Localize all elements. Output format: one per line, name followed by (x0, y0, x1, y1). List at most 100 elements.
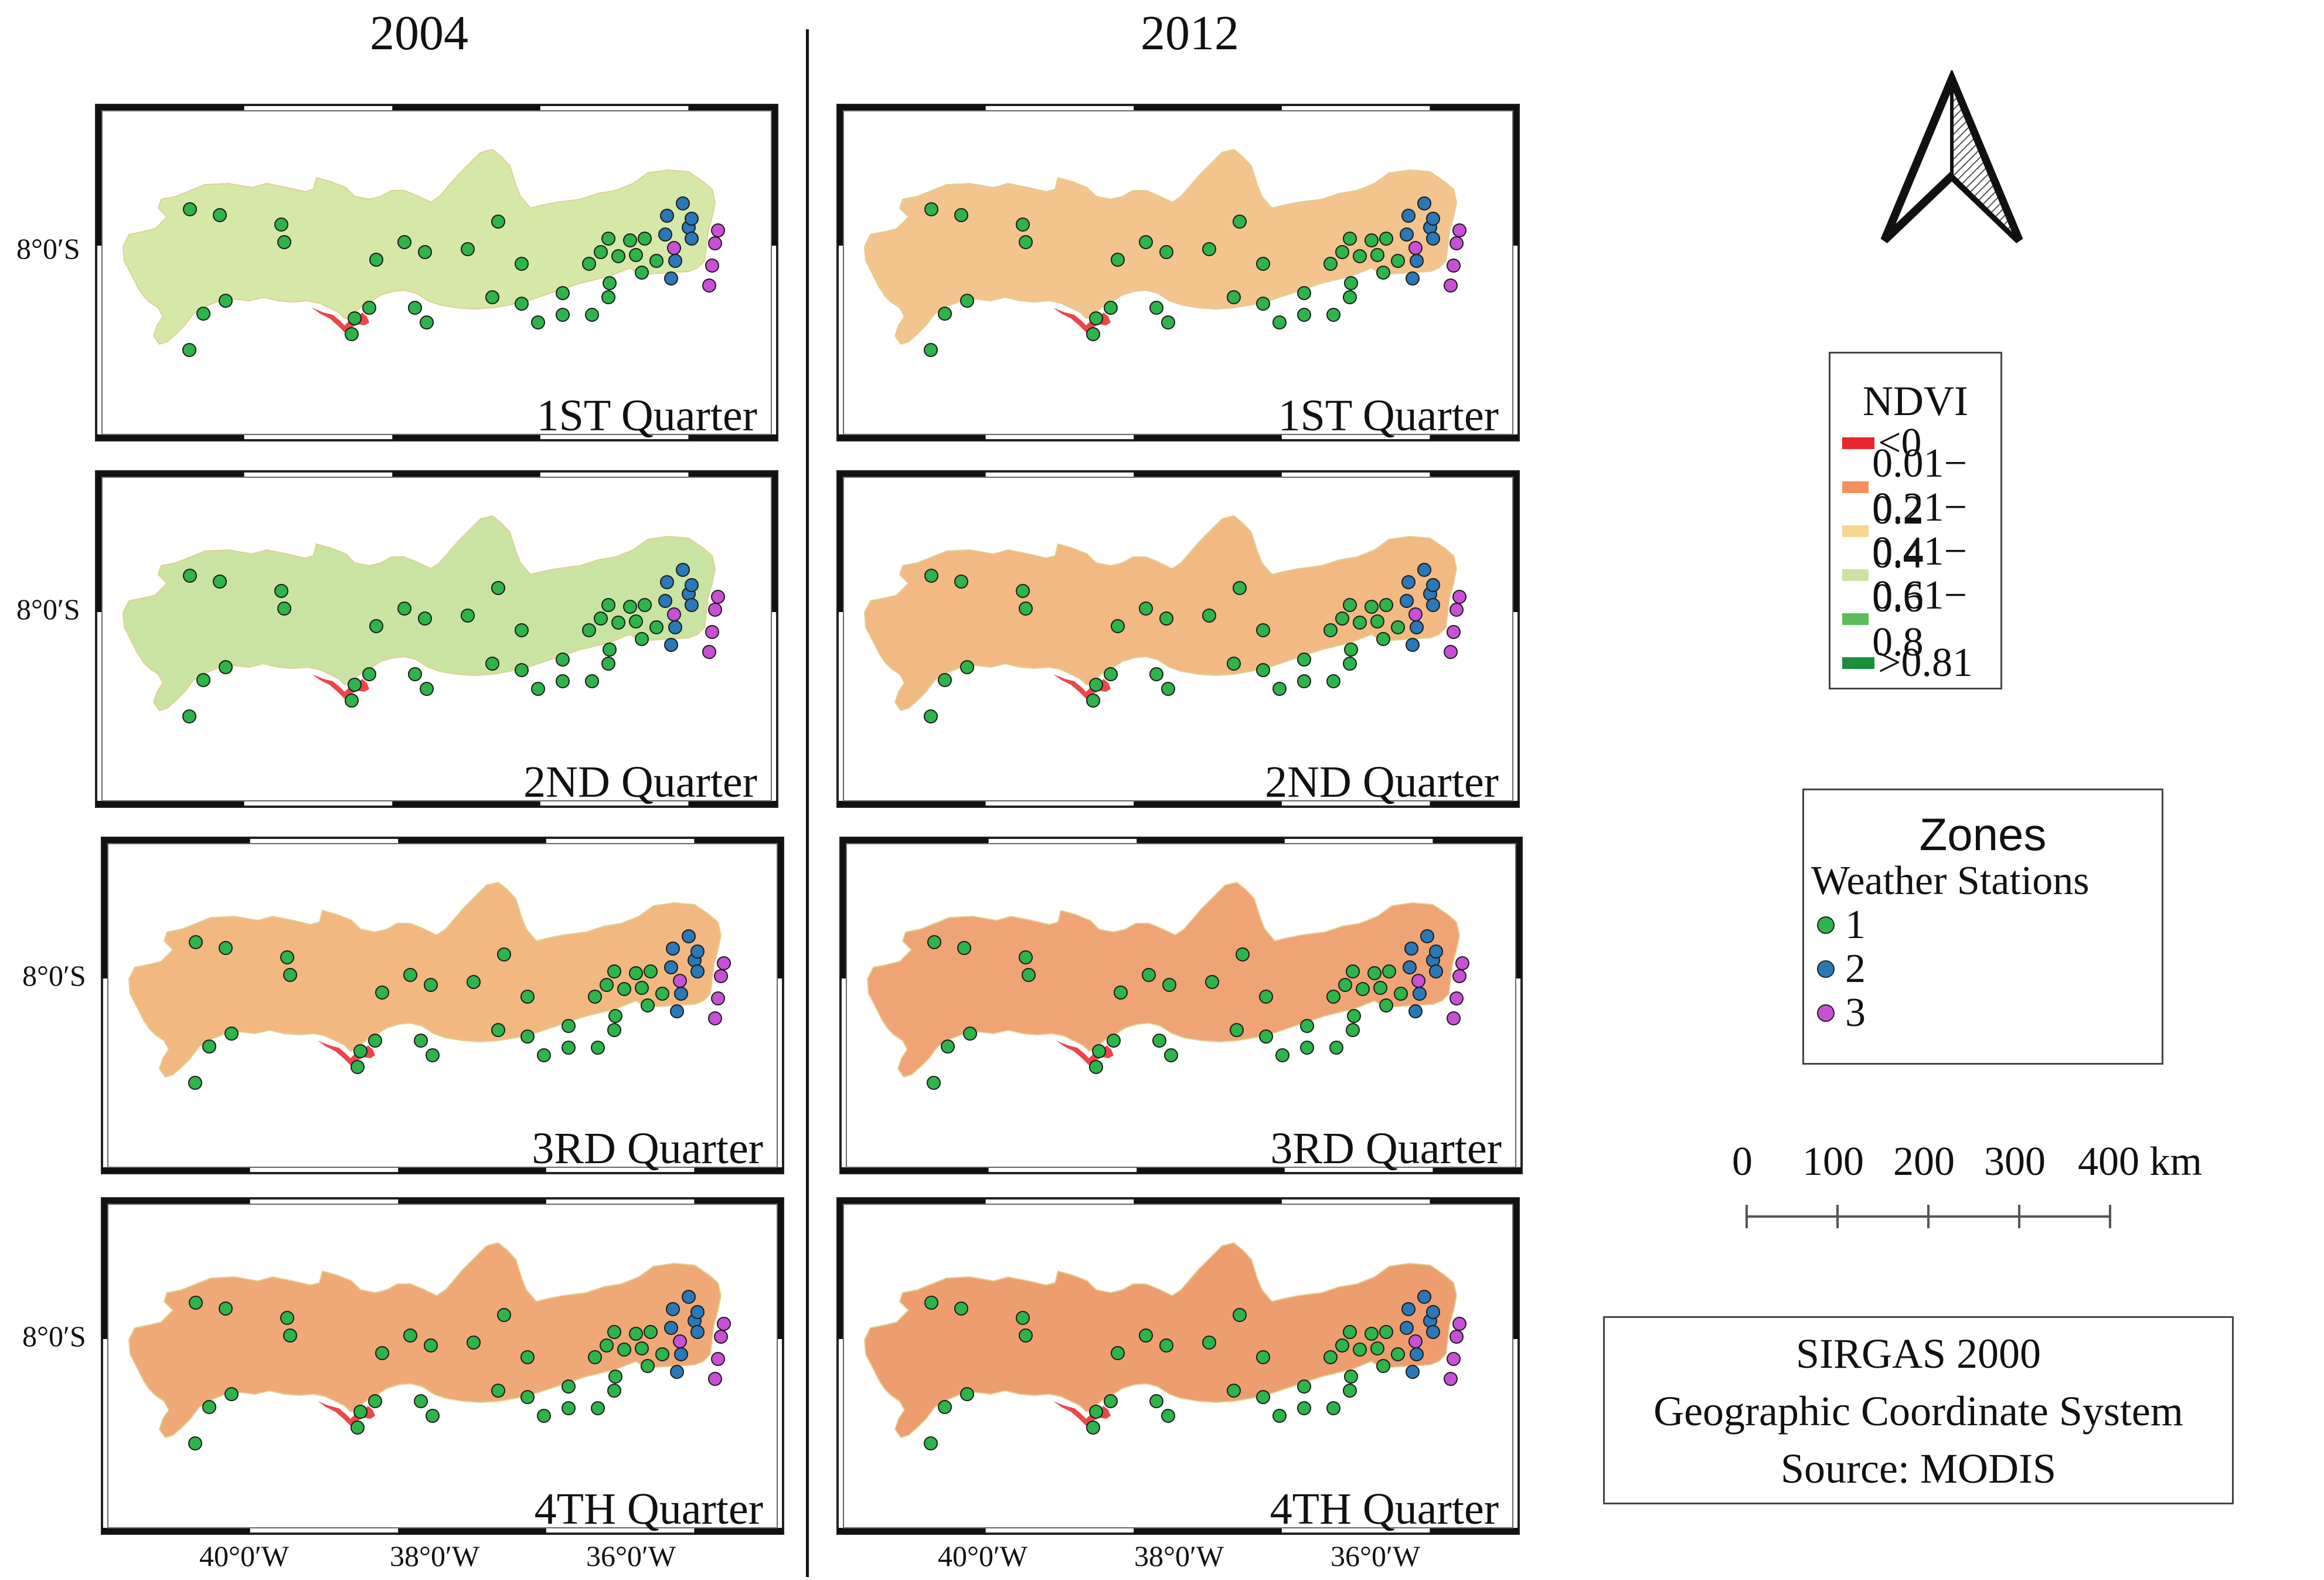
weather-station-zone1 (515, 623, 529, 637)
weather-station-zone1 (520, 1350, 535, 1364)
map-panel-2004-q2: 2ND Quarter (94, 469, 780, 809)
ndvi-legend-item: 0.01− 0.2 (1842, 441, 2000, 533)
weather-station-zone2 (664, 1321, 678, 1335)
weather-station-zone1 (219, 1302, 233, 1316)
weather-station-zone1 (594, 245, 608, 259)
weather-station-zone1 (1344, 276, 1358, 290)
weather-station-zone1 (1297, 286, 1311, 300)
weather-station-zone1 (644, 964, 658, 978)
map-frame (839, 837, 1523, 1174)
ndvi-legend-item: <0 (1842, 420, 1921, 465)
weather-station-zone1 (1370, 248, 1384, 262)
weather-station-zone3 (708, 603, 722, 617)
weather-station-zone3 (711, 1352, 725, 1366)
weather-station-zone1 (1326, 1401, 1340, 1415)
weather-station-zone1 (375, 1346, 389, 1360)
weather-station-zone1 (1391, 254, 1405, 268)
weather-station-zone2 (674, 1347, 688, 1361)
weather-station-zone3 (1452, 1317, 1466, 1331)
weather-station-zone2 (685, 212, 699, 226)
weather-station-zone1 (1335, 245, 1349, 259)
weather-station-zone2 (660, 209, 674, 223)
weather-station-zone2 (685, 232, 699, 246)
weather-station-zone1 (1227, 657, 1241, 671)
weather-station-zone1 (1346, 1023, 1360, 1037)
weather-station-zone1 (629, 966, 643, 980)
weather-station-zone1 (1149, 301, 1163, 315)
weather-station-zone1 (649, 254, 663, 268)
map-frame (836, 104, 1520, 441)
weather-station-zone1 (1376, 1359, 1390, 1373)
weather-station-zone2 (1406, 271, 1420, 286)
zone-marker-icon (1817, 916, 1835, 934)
weather-station-zone1 (1161, 1409, 1175, 1423)
quarter-label: 3RD Quarter (1270, 1124, 1502, 1173)
weather-station-zone1 (635, 266, 649, 280)
weather-station-zone1 (960, 1387, 974, 1401)
weather-station-zone1 (1256, 663, 1270, 677)
weather-station-zone1 (562, 1019, 576, 1033)
weather-station-zone3 (708, 1011, 722, 1025)
weather-station-zone1 (418, 245, 432, 259)
weather-station-zone1 (562, 1041, 576, 1055)
weather-station-zone1 (1297, 1401, 1311, 1415)
weather-station-zone1 (403, 1328, 417, 1343)
weather-station-zone1 (1111, 1346, 1125, 1360)
weather-station-zone1 (345, 327, 359, 341)
weather-station-zone1 (629, 1327, 643, 1341)
weather-station-zone1 (600, 1338, 614, 1353)
weather-station-zone2 (1406, 1365, 1420, 1379)
weather-station-zone1 (426, 1409, 440, 1423)
ndvi-legend-item: 0.41− 0.6 (1842, 529, 2000, 621)
weather-station-zone2 (664, 271, 678, 286)
weather-station-zone1 (1205, 975, 1219, 989)
lat-label-row1: 8°0′S (16, 232, 80, 265)
weather-station-zone2 (664, 638, 678, 652)
weather-station-zone1 (1022, 968, 1036, 982)
weather-station-zone1 (1016, 1311, 1030, 1325)
ndvi-legend-item: >0.81 (1842, 640, 1973, 685)
weather-station-zone1 (277, 602, 291, 616)
weather-station-zone2 (676, 563, 690, 577)
weather-station-zone2 (666, 1302, 680, 1316)
ndvi-legend: NDVI <0 0.01− 0.2 0.21− 0.4 0.41− 0.6 0.61− … (1829, 352, 2002, 689)
weather-station-zone2 (1408, 1004, 1423, 1018)
weather-station-zone3 (705, 259, 719, 273)
weather-station-zone1 (1019, 602, 1033, 616)
weather-station-zone1 (1016, 584, 1030, 598)
weather-station-zone3 (1411, 974, 1425, 988)
weather-station-zone1 (608, 1009, 622, 1023)
weather-station-zone1 (213, 575, 227, 589)
weather-station-zone1 (362, 301, 376, 315)
weather-station-zone2 (1401, 209, 1416, 223)
weather-station-zone2 (1400, 594, 1414, 608)
weather-station-zone1 (938, 1400, 952, 1414)
weather-station-zone1 (623, 600, 637, 614)
weather-station-zone1 (556, 286, 570, 300)
weather-station-zone2 (1426, 1325, 1440, 1339)
weather-station-zone1 (1272, 1409, 1287, 1423)
weather-station-zone1 (515, 663, 529, 677)
weather-station-zone2 (658, 227, 672, 242)
weather-station-zone1 (655, 1347, 669, 1361)
weather-station-zone1 (1338, 978, 1352, 992)
lon-label-36w-left: 36°0′W (586, 1540, 676, 1572)
ndvi-legend-label: 0.61− 0.8 (1872, 573, 1968, 665)
weather-station-zone1 (369, 619, 383, 633)
scale-bar-label: 100 (1802, 1139, 1864, 1184)
weather-station-zone3 (714, 1330, 728, 1344)
weather-station-zone1 (1347, 1009, 1361, 1023)
weather-station-zone1 (491, 1384, 505, 1398)
weather-station-zone1 (611, 249, 625, 263)
weather-station-zone1 (562, 1401, 576, 1415)
weather-station-zone1 (1300, 1019, 1314, 1033)
north-arrow-icon (1880, 70, 2023, 244)
weather-station-zone2 (660, 575, 674, 589)
weather-station-zone1 (183, 569, 197, 583)
quarter-label: 2ND Quarter (523, 757, 757, 807)
year-header-2012: 2012 (1141, 6, 1239, 60)
weather-station-zone2 (674, 987, 688, 1001)
weather-station-zone3 (702, 278, 716, 293)
weather-station-zone3 (1444, 1372, 1458, 1386)
weather-station-zone1 (1391, 1347, 1405, 1361)
